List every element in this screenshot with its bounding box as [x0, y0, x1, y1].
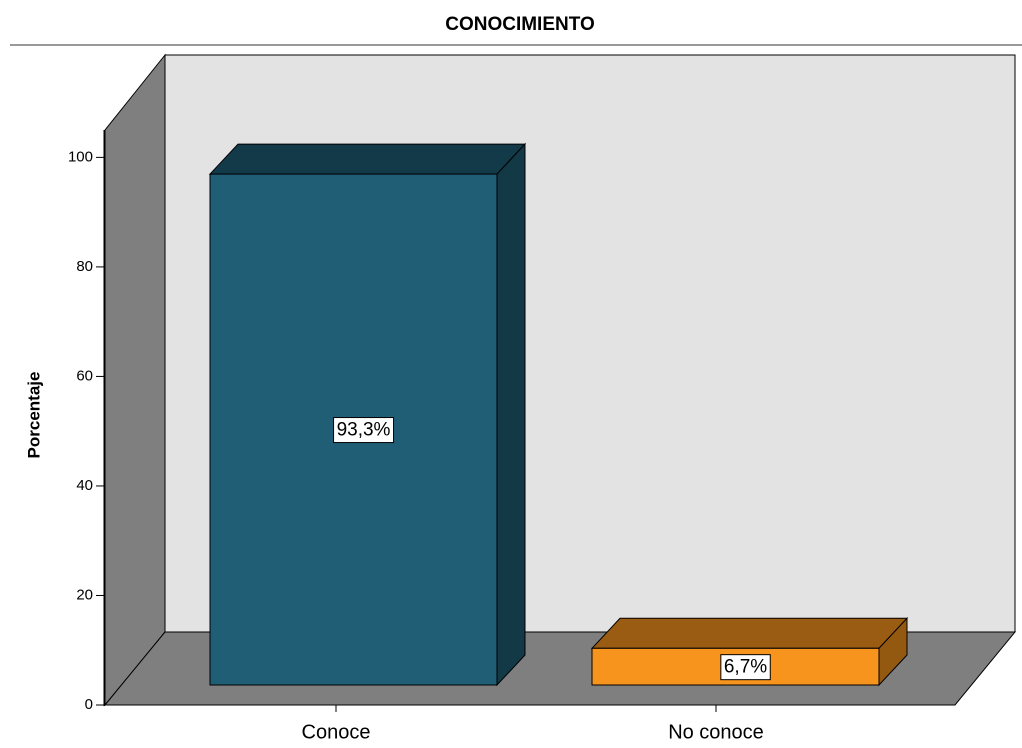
- bar-top: [208, 143, 527, 175]
- value-label: 6,7%: [724, 657, 767, 678]
- y-tick-label: 0: [85, 696, 93, 713]
- value-label: 93,3%: [337, 420, 391, 441]
- y-tick-label: 100: [68, 148, 93, 165]
- value-label-box: [720, 654, 771, 681]
- x-tick-label: No conoce: [668, 721, 764, 743]
- y-tick-label: 20: [76, 586, 93, 603]
- left-wall: [104, 53, 166, 707]
- value-label-box: [333, 417, 395, 444]
- y-tick-label: 60: [76, 367, 93, 384]
- y-tick-label: 40: [76, 477, 93, 494]
- y-tick-label: 80: [76, 258, 93, 275]
- x-tick-label: Conoce: [302, 721, 371, 743]
- chart-title: CONOCIMIENTO: [445, 14, 595, 35]
- bar-side: [496, 142, 526, 687]
- y-axis-label: Porcentaje: [24, 372, 43, 459]
- bar-top: [590, 617, 909, 649]
